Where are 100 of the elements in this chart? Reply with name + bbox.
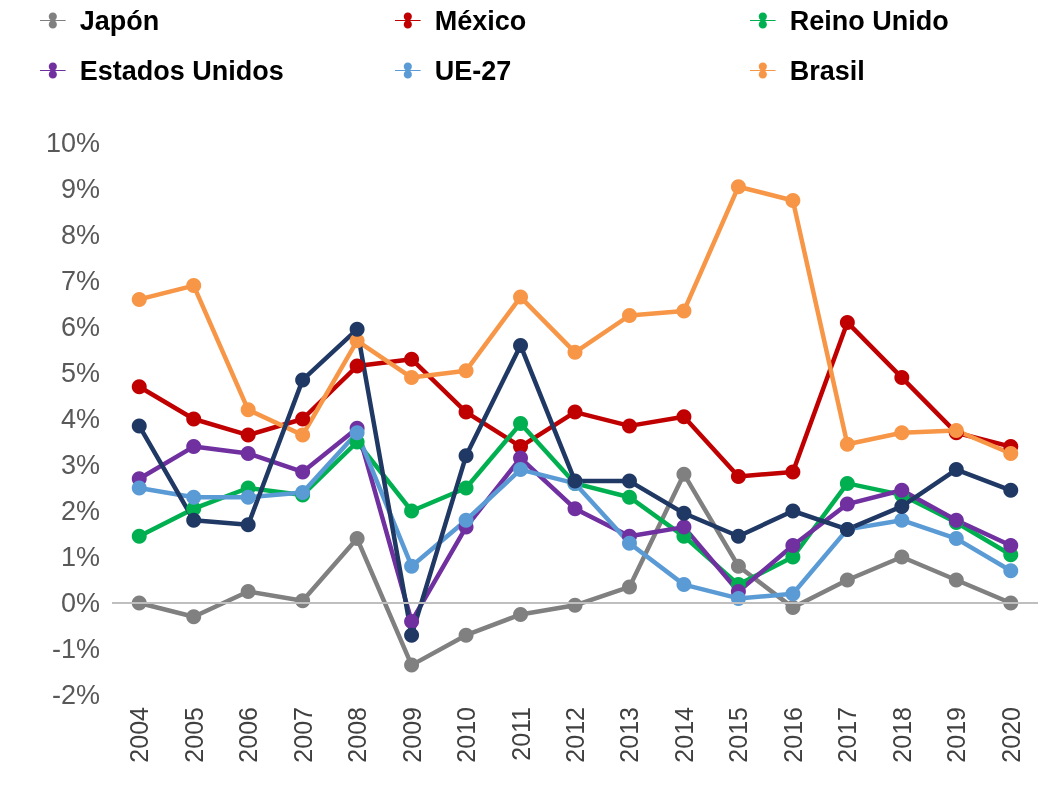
point bbox=[458, 512, 474, 528]
x-tick-label: 2014 bbox=[669, 706, 698, 763]
x-tick-label: 2005 bbox=[179, 707, 208, 763]
x-tick-label: 2012 bbox=[561, 707, 589, 763]
y-tick-label: 8% bbox=[60, 220, 100, 250]
x-tick-label: 2015 bbox=[724, 707, 753, 763]
point bbox=[513, 337, 529, 353]
point bbox=[186, 609, 202, 625]
point bbox=[839, 436, 855, 452]
point bbox=[349, 358, 365, 374]
x-tick-label: 2018 bbox=[887, 707, 916, 763]
point bbox=[186, 512, 202, 528]
point bbox=[404, 627, 420, 643]
point bbox=[295, 464, 311, 480]
y-tick-label: 0% bbox=[60, 588, 100, 618]
point bbox=[131, 528, 147, 544]
point bbox=[621, 535, 637, 551]
point bbox=[240, 517, 256, 533]
point bbox=[676, 505, 692, 521]
point bbox=[894, 370, 910, 386]
point bbox=[240, 446, 256, 461]
point bbox=[730, 179, 746, 195]
point bbox=[894, 549, 910, 565]
point bbox=[404, 558, 420, 574]
point bbox=[567, 501, 583, 517]
point bbox=[349, 321, 365, 337]
point bbox=[240, 402, 256, 418]
point bbox=[458, 363, 474, 379]
point bbox=[839, 475, 855, 491]
point bbox=[513, 462, 529, 478]
point bbox=[1003, 446, 1019, 461]
point bbox=[785, 586, 801, 602]
legend-label: UE-27 bbox=[434, 55, 512, 86]
point bbox=[621, 308, 637, 323]
point bbox=[894, 482, 910, 498]
point bbox=[131, 379, 147, 395]
x-tick-label: 2004 bbox=[125, 706, 154, 763]
point bbox=[621, 418, 637, 434]
point bbox=[730, 528, 746, 544]
y-tick-label: -1% bbox=[51, 634, 100, 664]
point bbox=[948, 572, 964, 588]
point bbox=[404, 351, 420, 367]
point bbox=[513, 607, 529, 622]
point bbox=[621, 579, 637, 595]
point bbox=[785, 538, 801, 553]
point bbox=[839, 314, 855, 330]
point bbox=[621, 473, 637, 489]
x-tick-label: 2007 bbox=[288, 707, 317, 763]
y-tick-label: -2% bbox=[51, 680, 100, 710]
legend-label: Japón bbox=[79, 5, 160, 36]
point bbox=[730, 558, 746, 574]
y-tick-label: 7% bbox=[60, 266, 100, 296]
point bbox=[567, 404, 583, 420]
y-tick-label: 4% bbox=[60, 404, 100, 434]
point bbox=[839, 572, 855, 588]
point bbox=[676, 519, 692, 535]
x-tick-label: 2011 bbox=[506, 707, 535, 761]
point bbox=[948, 462, 964, 478]
y-tick-label: 3% bbox=[60, 450, 100, 480]
point bbox=[404, 370, 420, 386]
legend-label: México bbox=[434, 5, 527, 36]
y-tick-label: 6% bbox=[60, 312, 100, 342]
point bbox=[349, 425, 365, 441]
point bbox=[676, 577, 692, 593]
point bbox=[458, 448, 474, 464]
y-tick-label: 9% bbox=[60, 174, 100, 204]
y-tick-label: 1% bbox=[60, 542, 100, 572]
legend-label: Reino Unido bbox=[789, 5, 949, 36]
point bbox=[730, 469, 746, 484]
point bbox=[894, 498, 910, 514]
point bbox=[404, 503, 420, 519]
point bbox=[1003, 563, 1019, 579]
point bbox=[458, 627, 474, 643]
point bbox=[839, 496, 855, 512]
point bbox=[404, 657, 420, 673]
point bbox=[349, 531, 365, 547]
x-tick-label: 2019 bbox=[942, 707, 971, 763]
x-tick-label: 2009 bbox=[397, 707, 426, 763]
point bbox=[676, 466, 692, 482]
x-tick-label: 2013 bbox=[615, 707, 644, 763]
point bbox=[186, 411, 202, 427]
x-tick-label: 2006 bbox=[234, 707, 263, 763]
point bbox=[676, 303, 692, 319]
point bbox=[131, 291, 147, 307]
y-tick-label: 5% bbox=[60, 358, 100, 388]
point bbox=[131, 480, 147, 496]
point bbox=[131, 418, 147, 434]
point bbox=[458, 404, 474, 420]
x-tick-label: 2020 bbox=[996, 707, 1025, 763]
legend-label: Estados Unidos bbox=[79, 55, 284, 86]
point bbox=[567, 344, 583, 360]
point bbox=[295, 411, 311, 427]
y-tick-label: 2% bbox=[60, 496, 100, 526]
point bbox=[513, 289, 529, 305]
x-tick-label: 2008 bbox=[343, 707, 372, 763]
point bbox=[1003, 482, 1019, 498]
point bbox=[240, 489, 256, 505]
x-tick-label: 2016 bbox=[778, 707, 807, 763]
point bbox=[295, 427, 311, 443]
point bbox=[948, 531, 964, 547]
